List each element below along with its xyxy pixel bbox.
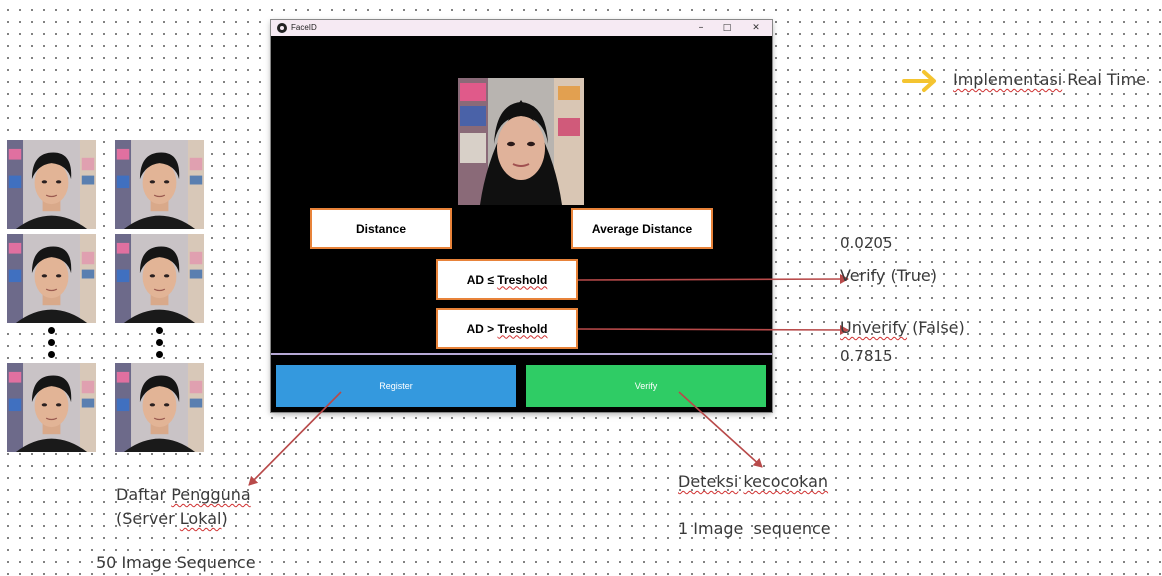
arrow-to-verify-true	[577, 274, 849, 285]
ad-le-prefix: AD ≤	[466, 272, 498, 287]
close-icon[interactable]: ✕	[752, 23, 760, 33]
ad-gt-prefix: AD >	[466, 321, 498, 336]
ad-above-threshold-box: AD > Treshold	[436, 308, 578, 349]
register-button[interactable]: Register	[276, 365, 516, 407]
average-distance-box: Average Distance	[571, 208, 713, 249]
ad-le-threshold-word: Treshold	[497, 272, 548, 287]
faceid-window: FaceID – □ ✕ Distance Average Distance A…	[271, 20, 772, 412]
daftar-pengguna-label: Daftar Pengguna	[116, 485, 251, 504]
title-bar: FaceID – □ ✕	[271, 20, 772, 36]
distance-label: Distance	[355, 221, 407, 236]
one-image-sequence-label: 1 Image sequence	[678, 519, 831, 538]
true-distance-value: 0.0205	[840, 234, 893, 252]
average-distance-label: Average Distance	[591, 221, 693, 236]
arrow-to-deteksi	[678, 391, 763, 468]
arrow-to-daftar-pengguna	[248, 391, 342, 486]
false-distance-value: 0.7815	[840, 347, 893, 365]
arrow-right-icon	[902, 70, 936, 92]
maximize-icon[interactable]: □	[722, 23, 732, 33]
server-lokal-label: (Server Lokal)	[116, 509, 228, 528]
distance-box: Distance	[310, 208, 452, 249]
verify-button[interactable]: Verify	[526, 365, 766, 407]
arrow-to-unverify-false	[577, 324, 849, 335]
implementasi-real-time-label: Implementasi Real Time	[953, 70, 1147, 89]
fifty-image-sequence-label: 50 Image Sequence	[96, 553, 256, 572]
verify-true-label: Verify (True)	[840, 266, 937, 285]
faceid-app-icon	[277, 23, 287, 33]
ellipsis-dots	[48, 327, 56, 363]
ellipsis-dots	[156, 327, 164, 363]
unverify-false-label: Unverify (False)	[840, 318, 965, 337]
window-title: FaceID	[291, 23, 317, 32]
minimize-icon[interactable]: –	[698, 22, 704, 33]
deteksi-kecocokan-label: Deteksi kecocokan	[678, 472, 829, 491]
ad-gt-threshold-word: Treshold	[497, 321, 548, 336]
divider	[271, 353, 772, 355]
ad-below-threshold-box: AD ≤ Treshold	[436, 259, 578, 300]
